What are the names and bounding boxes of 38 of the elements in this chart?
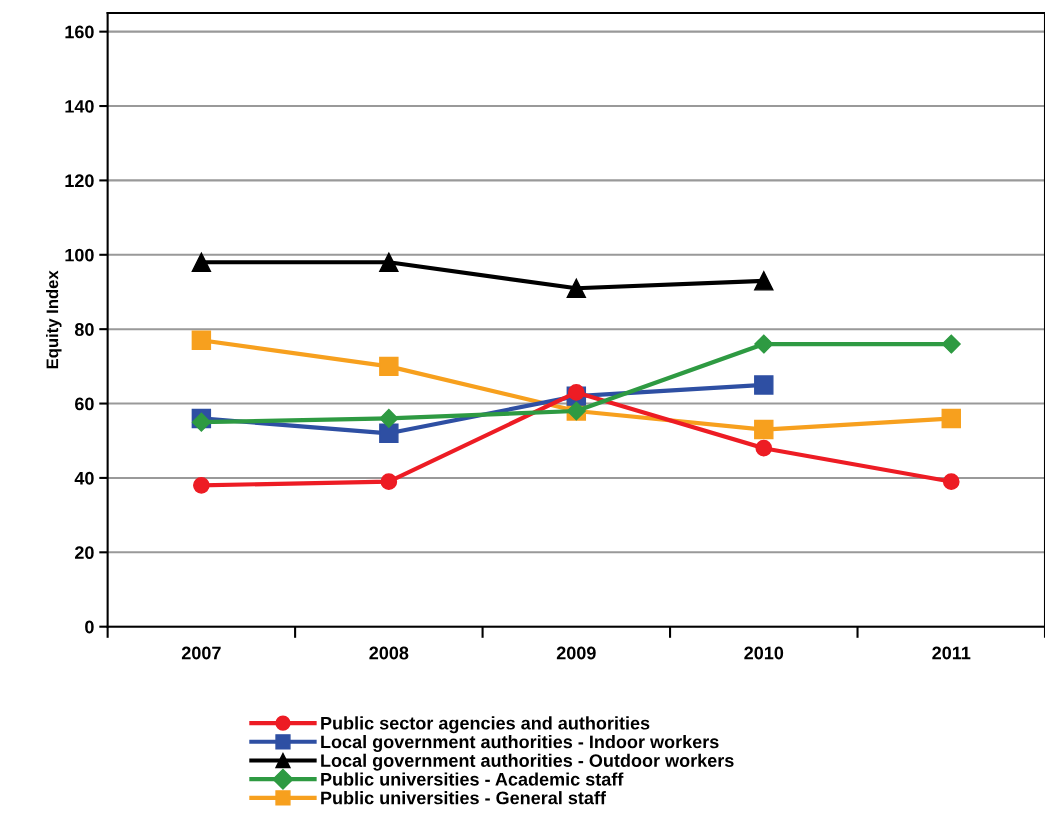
y-tick-label: 60 bbox=[75, 397, 94, 411]
point bbox=[191, 252, 212, 272]
point bbox=[380, 473, 398, 490]
y-tick-label: 0 bbox=[85, 620, 94, 634]
point bbox=[193, 477, 210, 494]
y-tick-label: 140 bbox=[65, 99, 94, 113]
x-tick-label: 2009 bbox=[556, 646, 596, 660]
point bbox=[566, 278, 587, 298]
x-tick-label: 2008 bbox=[369, 646, 409, 660]
point bbox=[379, 252, 399, 272]
y-tick-label: 80 bbox=[74, 323, 94, 336]
legend-label: Local government authorities - Indoor workers bbox=[321, 735, 719, 752]
point bbox=[754, 375, 774, 395]
point bbox=[379, 356, 399, 377]
point bbox=[754, 419, 774, 440]
y-tick-label: 40 bbox=[74, 471, 94, 485]
point bbox=[755, 439, 773, 457]
legend-label: Local government authorities - Outdoor workers bbox=[321, 753, 734, 771]
point bbox=[379, 408, 399, 428]
point bbox=[379, 423, 399, 444]
point bbox=[567, 384, 585, 401]
point bbox=[941, 408, 961, 429]
point bbox=[191, 330, 212, 351]
y-tick-label: 100 bbox=[65, 248, 94, 262]
y-tick-label: 160 bbox=[65, 25, 94, 39]
legend-label: Public sector agencies and authorities bbox=[321, 716, 650, 734]
point bbox=[754, 271, 774, 291]
x-tick-label: 2011 bbox=[932, 646, 971, 660]
x-tick-label: 2010 bbox=[744, 646, 784, 660]
point bbox=[941, 334, 961, 354]
y-tick-label: 20 bbox=[74, 546, 94, 560]
point bbox=[942, 473, 960, 490]
legend-label: Public universities - Academic staff bbox=[321, 772, 624, 786]
legend-label: Public universities - General staff bbox=[321, 791, 606, 805]
x-tick-label: 2007 bbox=[181, 646, 221, 660]
point bbox=[754, 334, 774, 354]
y-tick-label: 120 bbox=[65, 174, 94, 188]
y-axis-title: Equity Index bbox=[46, 270, 62, 369]
